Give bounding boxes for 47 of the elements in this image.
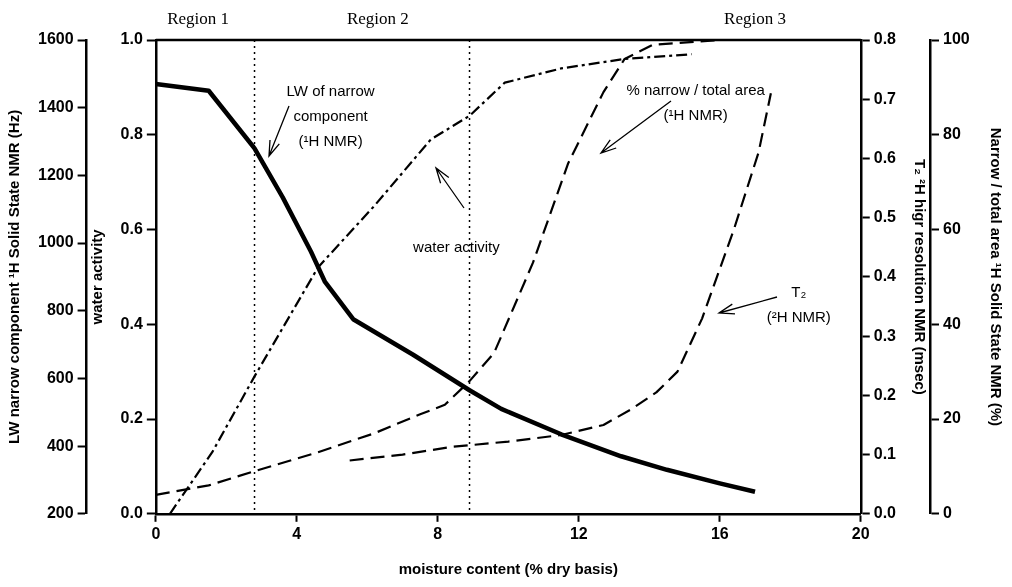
y3-tick-label: 0.5 [873, 208, 897, 226]
y-tick-label: 20 [943, 409, 961, 427]
y3-axis-title: T₂ ²H higr resolution NMR (msec) [911, 158, 929, 395]
y2-tick-label: 0.0 [120, 504, 143, 522]
annotation: water activity [412, 238, 501, 256]
y3-tick-label: 0.1 [873, 444, 897, 462]
y-tick-label: 80 [943, 125, 961, 143]
y3-tick-label: 0.8 [873, 30, 897, 48]
y2-tick-label: 0.4 [120, 314, 143, 332]
y2-tick-label: 0.2 [120, 409, 143, 427]
y3-tick-label: 0.6 [873, 148, 897, 166]
y-tick-label: 0 [943, 504, 952, 522]
y3-tick-label: 0.4 [873, 267, 897, 285]
y3-tick-label: 0.2 [873, 385, 897, 403]
y-axis-title: Narrow / total area ¹H Solid State NMR (%) [987, 127, 1005, 427]
y3-tick-label: 0.3 [873, 326, 897, 344]
x-tick-label: 16 [710, 524, 729, 542]
y-axis-title: LW narrow component ¹H Solid State NMR (Hz) [5, 109, 23, 444]
annotation: % narrow / total area (¹H NMR) [626, 81, 766, 124]
y-tick-label: 40 [943, 314, 961, 332]
y2-tick-label: 0.6 [120, 219, 143, 237]
y-tick-label: 1200 [38, 165, 74, 183]
x-tick-label: 0 [151, 524, 161, 542]
y-tick-label: 60 [943, 219, 961, 237]
text: Region 2 [346, 9, 409, 29]
y2-tick-label: 0.8 [120, 125, 143, 143]
y2-tick-label: 1.0 [120, 30, 143, 48]
y-tick-label: 1400 [38, 98, 74, 116]
annotation: LW of narrow component (¹H NMR) [286, 82, 375, 150]
text: Region 1 [167, 9, 230, 29]
y-tick-label: 1000 [38, 233, 74, 251]
y-tick-label: 400 [46, 436, 74, 454]
x-tick-label: 20 [851, 524, 870, 542]
y3-tick-label: 0.0 [873, 504, 897, 522]
x-axis-title: moisture content (% dry basis) [398, 560, 618, 578]
y-tick-label: 100 [943, 30, 970, 48]
y-tick-label: 1600 [38, 30, 74, 48]
x-tick-label: 4 [292, 524, 302, 542]
y3-tick-label: 0.7 [873, 89, 897, 107]
y2-axis-title: water activity [87, 228, 105, 326]
y-tick-label: 200 [46, 504, 74, 522]
y-tick-label: 800 [46, 301, 74, 319]
x-tick-label: 8 [433, 524, 443, 542]
y-tick-label: 600 [46, 368, 74, 386]
x-tick-label: 12 [569, 524, 588, 542]
annotation: T₂ (²H NMR) [766, 283, 831, 326]
text: Region 3 [724, 9, 786, 29]
